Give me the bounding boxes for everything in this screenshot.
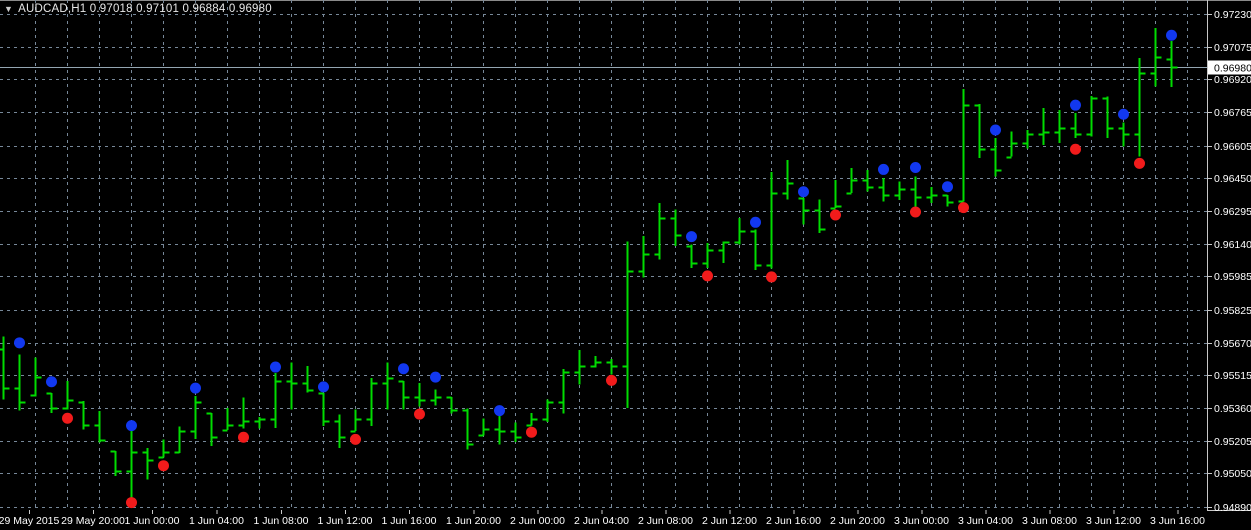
price-axis-label: 0.95050 [1214,468,1251,480]
current-price-label: 0.96980 [1214,63,1251,75]
price-axis-label: 0.95670 [1214,338,1251,350]
signal-down-dot [910,206,921,218]
time-axis-label: 1 Jun 20:00 [446,515,501,527]
signal-up-dot [798,186,809,198]
time-axis-label: 3 Jun 04:00 [958,515,1013,527]
signal-up-dot [190,382,201,394]
signal-down-dot [1070,143,1081,155]
time-axis-label: 1 Jun 16:00 [382,515,437,527]
time-axis-label: 2 Jun 00:00 [510,515,565,527]
price-axis-label: 0.96920 [1214,74,1251,86]
signal-up-dot [1118,108,1129,120]
time-axis-label: 3 Jun 08:00 [1022,515,1077,527]
signal-up-dot [46,376,57,388]
signal-up-dot [990,124,1001,136]
signal-up-dot [430,371,441,383]
signal-down-dot [62,412,73,424]
time-axis-label: 29 May 20:00 [61,515,125,527]
signal-down-dot [414,408,425,420]
current-price-box [1208,60,1251,75]
time-axis-label: 29 May 2015 [0,515,60,527]
time-axis-label: 1 Jun 12:00 [318,515,373,527]
price-axis-label: 0.97075 [1214,42,1251,54]
price-axis-label: 0.96140 [1214,239,1251,251]
signal-down-dot [1134,157,1145,169]
time-axis-label: 3 Jun 00:00 [894,515,949,527]
signal-down-dot [702,270,713,282]
chart-title: ▼ AUDCAD,H1 0.97018 0.97101 0.96884 0.96… [4,3,272,15]
symbol-marker-icon: ▼ [4,4,14,14]
signal-down-dot [158,460,169,472]
signal-up-dot [942,181,953,193]
price-axis-label: 0.94890 [1214,502,1251,514]
time-axis-label: 3 Jun 12:00 [1086,515,1141,527]
time-axis-label: 2 Jun 04:00 [574,515,629,527]
time-axis-label: 2 Jun 20:00 [830,515,885,527]
price-axis-label: 0.95825 [1214,305,1251,317]
signal-down-dot [830,209,841,221]
chart-title-text: AUDCAD,H1 0.97018 0.97101 0.96884 0.9698… [18,3,272,15]
signal-up-dot [270,361,281,373]
signal-up-dot [126,420,137,432]
signal-up-dot [14,337,25,349]
signal-down-dot [238,431,249,443]
signal-up-dot [398,363,409,375]
price-axis-label: 0.96450 [1214,173,1251,185]
price-axis-label: 0.96295 [1214,206,1251,218]
signal-down-dot [958,202,969,214]
signal-down-dot [526,426,537,438]
price-axis-label: 0.95205 [1214,436,1251,448]
price-axis-label: 0.95985 [1214,271,1251,283]
time-axis-label: 2 Jun 12:00 [702,515,757,527]
signal-down-dot [126,497,137,509]
signal-down-dot [350,433,361,445]
signal-up-dot [750,216,761,228]
price-axis-label: 0.96765 [1214,107,1251,119]
signal-up-dot [1166,29,1177,41]
time-axis-label: 1 Jun 04:00 [189,515,244,527]
signal-up-dot [878,163,889,175]
time-axis-label: 2 Jun 08:00 [638,515,693,527]
price-axis-label: 0.96605 [1214,141,1251,153]
price-axis-label: 0.95515 [1214,370,1251,382]
signal-up-dot [494,405,505,417]
signal-up-dot [318,381,329,393]
signal-down-dot [606,374,617,386]
signal-up-dot [910,162,921,174]
signal-up-dot [1070,99,1081,111]
signal-down-dot [766,271,777,283]
price-axis-label: 0.95360 [1214,403,1251,415]
time-axis-label: 1 Jun 08:00 [254,515,309,527]
signal-up-dot [686,231,697,243]
price-axis-label: 0.97230 [1214,9,1251,21]
time-axis-label: 1 Jun 00:00 [125,515,180,527]
time-axis-label: 3 Jun 16:00 [1150,515,1205,527]
time-axis-label: 2 Jun 16:00 [766,515,821,527]
